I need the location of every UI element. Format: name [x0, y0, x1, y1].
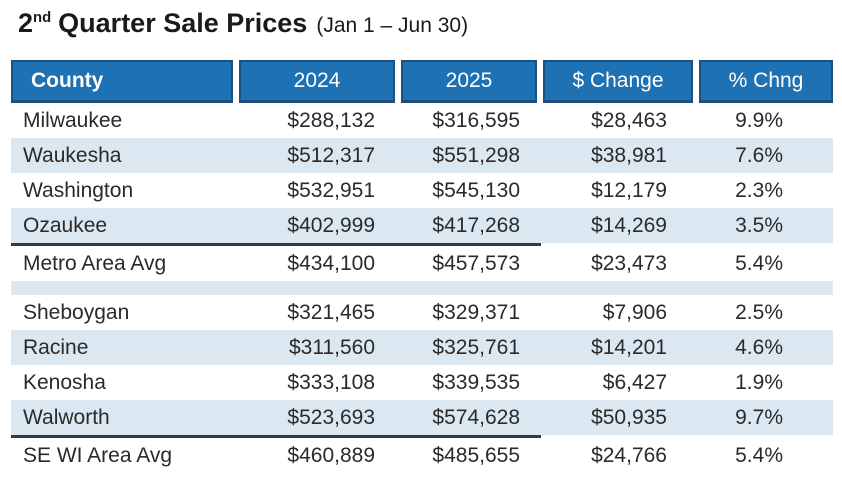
cell-percent-change: 5.4%: [735, 443, 783, 467]
table-row-racine: Racine $311,560 $325,761 $14,201 4.6%: [11, 330, 833, 365]
cell-2024-price: $532,951: [287, 178, 375, 202]
title-number: 2: [18, 8, 34, 38]
table-header-row: County 2024 2025 $ Change % Chng: [11, 60, 833, 103]
table-row-washington: Washington $532,951 $545,130 $12,179 2.3…: [11, 173, 833, 208]
cell-2025-price: $325,761: [432, 335, 520, 359]
cell-dollar-change: $23,473: [591, 251, 667, 275]
cell-county: Milwaukee: [23, 108, 123, 132]
cell-dollar-change: $7,906: [602, 300, 667, 324]
cell-county: Walworth: [23, 405, 110, 429]
cell-percent-change: 2.5%: [735, 300, 783, 324]
cell-dollar-change: $50,935: [591, 405, 667, 429]
cell-dollar-change: $28,463: [591, 108, 667, 132]
cell-2025-price: $551,298: [432, 143, 520, 167]
table-row-milwaukee: Milwaukee $288,132 $316,595 $28,463 9.9%: [11, 103, 833, 138]
cell-2024-price: $460,889: [287, 443, 375, 467]
cell-2025-price: $339,535: [432, 370, 520, 394]
cell-2025-price: $485,655: [432, 443, 520, 467]
cell-dollar-change: $12,179: [591, 178, 667, 202]
cell-percent-change: 5.4%: [735, 251, 783, 275]
title-ordinal-suffix: nd: [33, 10, 52, 26]
cell-percent-change: 3.5%: [735, 213, 783, 237]
cell-county: SE WI Area Avg: [23, 443, 173, 467]
column-header-2024: 2024: [239, 60, 395, 103]
table-row-sheboygan: Sheboygan $321,465 $329,371 $7,906 2.5%: [11, 295, 833, 330]
title-text: Quarter Sale Prices: [58, 8, 308, 38]
table-row-kenosha: Kenosha $333,108 $339,535 $6,427 1.9%: [11, 365, 833, 400]
column-header-2025: 2025: [401, 60, 537, 103]
cell-percent-change: 4.6%: [735, 335, 783, 359]
cell-2024-price: $523,693: [287, 405, 375, 429]
cell-county: Waukesha: [23, 143, 122, 167]
cell-percent-change: 1.9%: [735, 370, 783, 394]
column-header-dollar-change: $ Change: [543, 60, 693, 103]
cell-county: Washington: [23, 178, 134, 202]
cell-county: Racine: [23, 335, 89, 359]
group-spacer-row: [11, 281, 833, 295]
cell-county: Sheboygan: [23, 300, 130, 324]
cell-percent-change: 2.3%: [735, 178, 783, 202]
cell-percent-change: 9.9%: [735, 108, 783, 132]
cell-2024-price: $311,560: [288, 335, 375, 359]
page-title: 2nd Quarter Sale Prices (Jan 1 – Jun 30): [18, 8, 468, 39]
cell-2024-price: $333,108: [287, 370, 375, 394]
cell-2025-price: $329,371: [432, 300, 520, 324]
metro-summary-divider: [11, 243, 541, 246]
cell-dollar-change: $38,981: [591, 143, 667, 167]
cell-county: Ozaukee: [23, 213, 108, 237]
cell-2024-price: $402,999: [287, 213, 375, 237]
cell-dollar-change: $14,201: [591, 335, 667, 359]
table-row-walworth: Walworth $523,693 $574,628 $50,935 9.7%: [11, 400, 833, 435]
title-date-range: (Jan 1 – Jun 30): [316, 14, 469, 37]
sale-prices-table: County 2024 2025 $ Change % Chng Milwauk…: [11, 60, 833, 473]
cell-2024-price: $321,465: [287, 300, 375, 324]
cell-percent-change: 9.7%: [735, 405, 783, 429]
cell-2025-price: $574,628: [432, 405, 520, 429]
cell-county: Kenosha: [23, 370, 106, 394]
cell-dollar-change: $14,269: [591, 213, 667, 237]
cell-2024-price: $288,132: [287, 108, 375, 132]
cell-2025-price: $417,268: [432, 213, 520, 237]
cell-county: Metro Area Avg: [23, 251, 167, 275]
table-row-metro-area-avg: Metro Area Avg $434,100 $457,573 $23,473…: [11, 246, 833, 281]
cell-2024-price: $434,100: [287, 251, 375, 275]
cell-2025-price: $316,595: [432, 108, 520, 132]
table-row-waukesha: Waukesha $512,317 $551,298 $38,981 7.6%: [11, 138, 833, 173]
sewi-summary-divider: [11, 435, 541, 438]
column-header-county: County: [11, 60, 233, 103]
table-row-se-wi-area-avg: SE WI Area Avg $460,889 $485,655 $24,766…: [11, 438, 833, 473]
cell-2025-price: $457,573: [432, 251, 520, 275]
table-row-ozaukee: Ozaukee $402,999 $417,268 $14,269 3.5%: [11, 208, 833, 243]
cell-2025-price: $545,130: [432, 178, 520, 202]
cell-dollar-change: $6,427: [602, 370, 667, 394]
cell-percent-change: 7.6%: [735, 143, 783, 167]
cell-dollar-change: $24,766: [591, 443, 667, 467]
column-header-percent-change: % Chng: [699, 60, 833, 103]
cell-2024-price: $512,317: [287, 143, 375, 167]
